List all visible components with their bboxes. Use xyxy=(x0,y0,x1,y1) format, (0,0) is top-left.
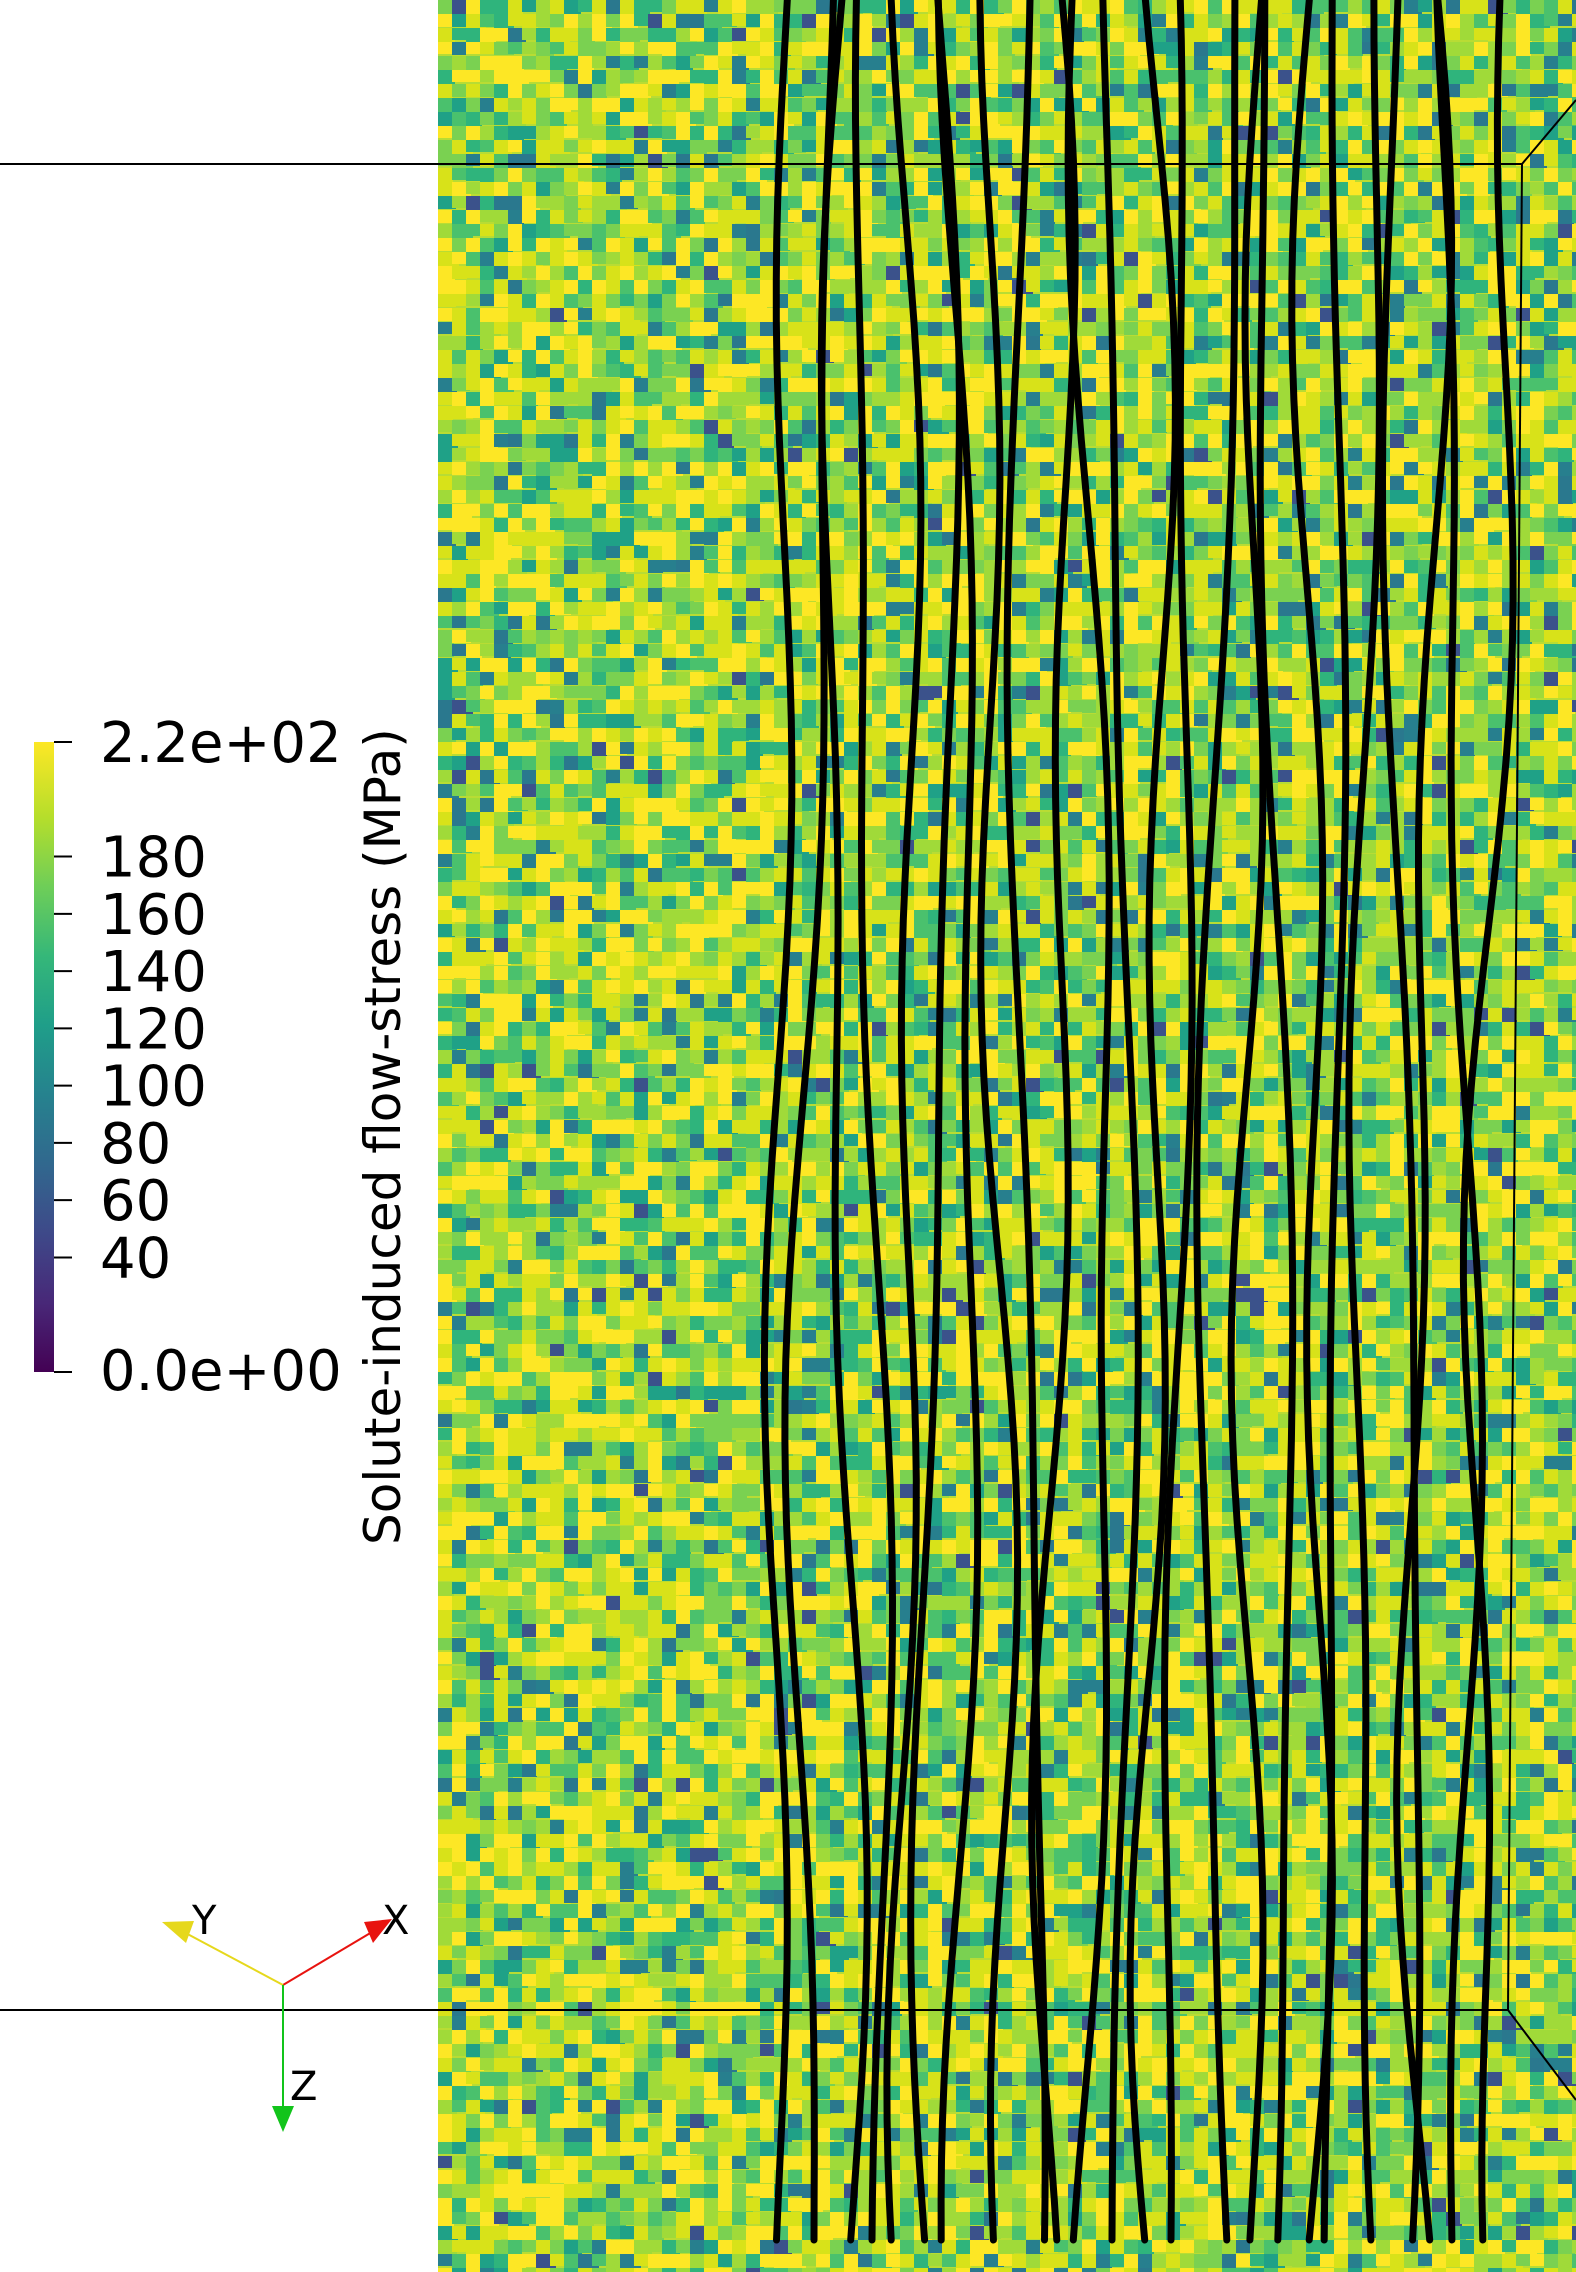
dislocation-line xyxy=(1459,0,1517,2244)
dislocation-line xyxy=(1028,0,1079,2244)
dislocation-line xyxy=(1193,0,1239,2244)
colorbar-title: Solute-induced flow-stress (MPa) xyxy=(354,728,412,1545)
y-axis-line xyxy=(179,1929,284,1986)
z-axis-label: Z xyxy=(290,2064,317,2110)
colorbar-tick-label: 100 xyxy=(100,1055,207,1120)
colorbar-tick-label: 160 xyxy=(100,883,207,948)
bbox-right-edge xyxy=(1507,163,1523,2011)
colorbar-tick-label: 140 xyxy=(100,940,207,1005)
dislocation-line xyxy=(1126,0,1179,2244)
colorbar-tick-label: 40 xyxy=(100,1226,171,1291)
dislocation-line xyxy=(1064,0,1113,2244)
y-axis-label: Y xyxy=(191,1898,217,1944)
dislocation-line xyxy=(1378,0,1424,2244)
dislocation-line xyxy=(817,0,871,2244)
dislocation-line xyxy=(1256,0,1297,2244)
colorbar-max-label: 2.2e+02 xyxy=(100,711,342,776)
colorbar-tick-label: 180 xyxy=(100,826,207,891)
dislocation-line xyxy=(1160,0,1196,2244)
x-axis-label: X xyxy=(382,1898,409,1944)
dislocation-line xyxy=(1003,0,1049,2244)
colorbar-min-label: 0.0e+00 xyxy=(100,1339,342,1404)
x-axis-arrow-icon xyxy=(364,1919,392,1943)
bounding-box-outline xyxy=(0,99,1576,2101)
colorbar-tick-label: 60 xyxy=(100,1169,171,1234)
dislocation-line xyxy=(976,0,1022,2244)
y-axis-arrow-icon xyxy=(162,1921,194,1943)
dislocation-line xyxy=(1345,0,1383,2244)
bbox-top-right-diagonal xyxy=(1521,99,1576,165)
z-axis-arrow-icon xyxy=(272,2106,294,2132)
dislocation-line xyxy=(1393,0,1456,2244)
dislocation-line xyxy=(851,0,897,2244)
colorbar-tick-label: 120 xyxy=(100,997,207,1062)
stress-field-map xyxy=(438,0,1576,2272)
dislocation-lines xyxy=(760,0,1517,2244)
dislocation-line xyxy=(1320,0,1350,2244)
dislocation-line xyxy=(934,0,982,2244)
orientation-axes-widget[interactable]: X Y Z xyxy=(162,1898,409,2132)
dislocation-line xyxy=(1099,0,1142,2244)
colorbar-ticks xyxy=(54,741,72,1373)
dislocation-line xyxy=(760,0,796,2244)
field-noise xyxy=(438,0,1576,2272)
dislocation-line xyxy=(883,0,925,2244)
colorbar-tick-label: 80 xyxy=(100,1112,171,1177)
x-axis-line xyxy=(282,1931,373,1986)
dislocation-line xyxy=(1227,0,1267,2244)
bbox-bottom-right-diagonal xyxy=(1507,2009,1576,2101)
colorbar-gradient xyxy=(34,742,54,1372)
